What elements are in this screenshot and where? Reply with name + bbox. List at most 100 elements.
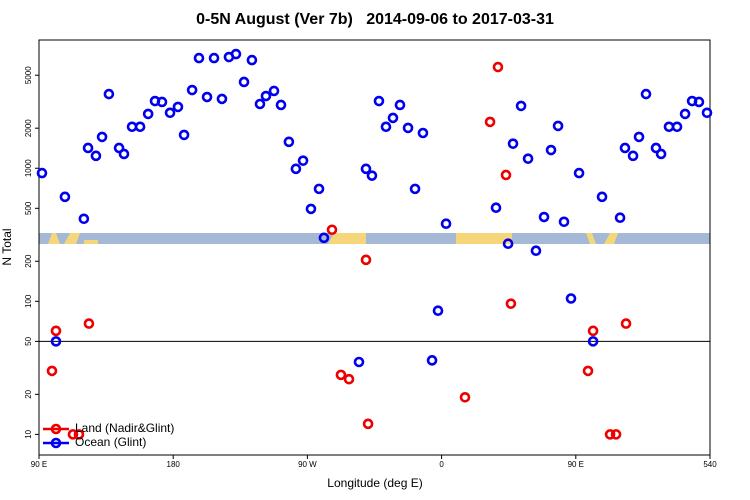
- point: [610, 429, 622, 440]
- y-tick-label: 50: [24, 336, 33, 345]
- point: [627, 150, 639, 162]
- point: [633, 131, 645, 143]
- point: [134, 121, 146, 133]
- point: [268, 85, 280, 97]
- point: [90, 150, 102, 162]
- point: [565, 293, 577, 304]
- point: [582, 365, 594, 377]
- point: [326, 224, 338, 236]
- x-axis-label: Longitude (deg E): [327, 476, 422, 490]
- point: [142, 108, 154, 120]
- point: [459, 391, 471, 403]
- point: [96, 131, 108, 143]
- point: [59, 191, 71, 203]
- point: [614, 212, 626, 223]
- legend-marker: [50, 423, 62, 435]
- point: [78, 213, 90, 225]
- point: [118, 148, 130, 160]
- point: [620, 318, 632, 329]
- point: [507, 138, 519, 149]
- point: [178, 129, 190, 141]
- plot-frame: [38, 39, 711, 456]
- point: [238, 76, 250, 88]
- y-axis-label: N Total: [0, 228, 14, 265]
- point: [515, 100, 527, 112]
- land-band: [84, 240, 98, 244]
- y-tick-label: 200: [24, 254, 33, 268]
- point: [193, 52, 205, 64]
- point: [353, 356, 365, 368]
- y-tick-label: 100: [24, 294, 33, 308]
- point: [655, 148, 667, 160]
- point: [538, 211, 550, 223]
- point: [558, 216, 570, 228]
- point: [417, 127, 429, 139]
- point: [380, 121, 392, 133]
- x-tick-label: 90 E: [31, 460, 47, 469]
- chart-title: 0-5N August (Ver 7b) 2014-09-06 to 2017-…: [196, 11, 554, 28]
- point: [201, 91, 213, 103]
- x-tick-label: 90 W: [298, 460, 317, 469]
- point: [505, 298, 517, 309]
- point: [362, 418, 374, 430]
- land-band: [604, 233, 618, 244]
- point: [290, 163, 302, 175]
- surface-band: [39, 233, 710, 244]
- point: [156, 96, 168, 108]
- point: [484, 116, 496, 128]
- point: [492, 61, 504, 73]
- land-band: [48, 233, 60, 244]
- point: [73, 429, 85, 440]
- point: [172, 101, 184, 113]
- point: [490, 202, 502, 214]
- y-tick-label: 1000: [24, 159, 33, 177]
- point: [275, 99, 287, 111]
- land-band: [586, 233, 596, 244]
- point: [701, 107, 713, 119]
- point: [402, 122, 414, 134]
- point: [216, 93, 228, 105]
- point: [313, 183, 325, 195]
- land-band: [456, 233, 512, 244]
- point: [587, 336, 599, 347]
- point: [297, 155, 309, 166]
- point: [500, 169, 512, 181]
- point: [426, 355, 438, 366]
- point: [50, 325, 62, 337]
- point: [387, 112, 399, 124]
- ocean-band: [39, 233, 710, 244]
- point: [164, 107, 176, 119]
- point: [522, 153, 534, 164]
- point: [254, 98, 266, 110]
- point: [260, 90, 272, 102]
- point: [432, 305, 444, 317]
- legend-marker: [50, 437, 62, 449]
- point: [36, 167, 48, 179]
- point: [587, 325, 599, 337]
- point: [208, 52, 220, 64]
- y-tick-label: 500: [24, 201, 33, 215]
- legend-label: Ocean (Glint): [75, 435, 146, 449]
- y-tick-label: 10: [24, 429, 33, 438]
- point: [552, 120, 564, 132]
- x-tick-label: 90 E: [568, 460, 584, 469]
- point: [693, 96, 705, 108]
- point: [318, 232, 330, 244]
- point: [46, 365, 58, 377]
- point: [604, 429, 616, 440]
- point: [373, 95, 385, 107]
- point: [679, 108, 691, 120]
- point: [573, 167, 585, 179]
- point: [502, 238, 514, 250]
- point: [82, 142, 94, 154]
- point: [640, 88, 652, 100]
- point: [440, 218, 452, 230]
- point: [650, 142, 662, 154]
- point: [305, 203, 317, 215]
- y-tick-label: 5000: [24, 66, 33, 84]
- legend: Land (Nadir&Glint)Ocean (Glint): [43, 421, 174, 449]
- point: [103, 88, 115, 100]
- point: [360, 163, 372, 175]
- land-band: [64, 233, 80, 244]
